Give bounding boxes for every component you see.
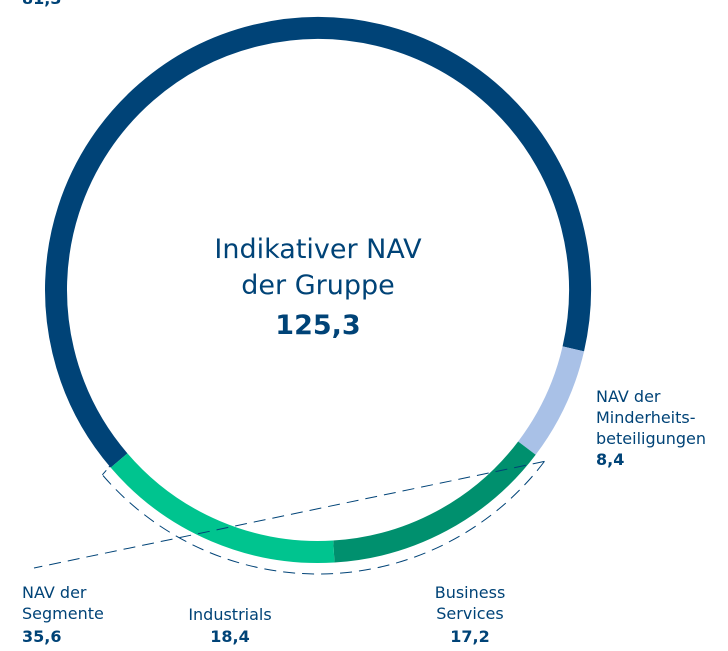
group-bracket	[101, 461, 545, 575]
group-label: NAV der Segmente	[22, 583, 104, 623]
leader-line	[33, 460, 545, 569]
donut-segment	[45, 17, 591, 468]
value-label: 81,3	[22, 0, 61, 9]
donut-segment	[110, 453, 335, 563]
value-label: 17,2	[450, 627, 490, 646]
category-label: Business Services	[434, 583, 506, 623]
leader-line	[101, 460, 115, 476]
donut-segment	[333, 441, 536, 563]
center-value: 125,3	[275, 310, 361, 341]
value-label: 8,4	[596, 450, 625, 469]
donut-segment	[518, 346, 585, 455]
center-label: Indikativer NAV der Gruppe	[214, 234, 422, 301]
category-label: NAV der Minderheits- beteiligungen	[596, 387, 707, 448]
value-label: 18,4	[210, 627, 250, 646]
group-value: 35,6	[22, 627, 62, 646]
category-label: Industrials	[188, 605, 272, 624]
